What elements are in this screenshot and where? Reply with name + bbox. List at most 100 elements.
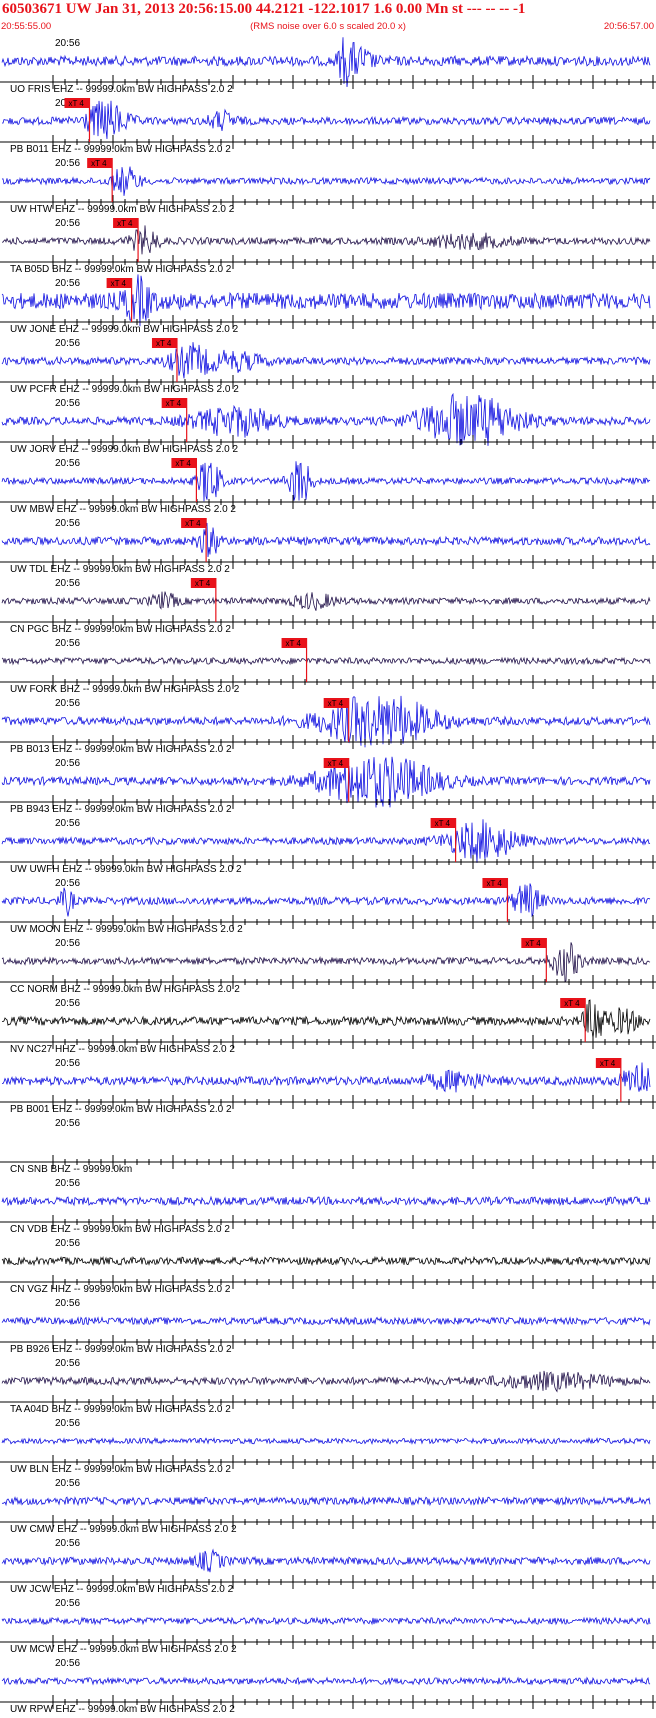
station-label: PB B926 EHZ -- 99999.0km BW HIGHPASS 2.0… [10,1344,232,1355]
pick-marker [87,158,113,168]
pick-label: xT 4 [328,759,344,768]
waveform [1,1676,651,1686]
trace-row: 20:56 CN VDB EHZ -- 99999.0km BW HIGHPASS… [0,1178,656,1235]
trace-row: 20:56 PB B943 EHZ -- 99999.0km BW HIGHPAS… [0,756,656,815]
trace-row: 20:56 UW JONE EHZ -- 99999.0km BW HIGHPAS… [0,274,656,335]
waveform [1,1616,651,1626]
pick-label: xT 4 [195,579,211,588]
seismogram-panel: 20:56 UO FRIS EHZ -- 99999.0km BW HIGHPAS… [0,37,656,1715]
time-label: 20:56 [55,1238,80,1249]
pick-marker [595,1058,621,1068]
waveform [1,1495,651,1507]
time-label: 20:56 [55,278,80,289]
trace-row: 20:56 CN SNB BHZ -- 99999.0km [0,1118,656,1175]
station-label: CN VDB EHZ -- 99999.0km BW HIGHPASS 2.0 … [10,1224,230,1235]
waveform [1,656,651,666]
pick-marker [560,998,586,1008]
waveform [1,1548,651,1573]
time-label: 20:56 [55,1598,80,1609]
waveform [1,1195,651,1207]
pick-label: xT 4 [564,999,580,1008]
trace-row: 20:56 UW TDL EHZ -- 99999.0km BW HIGHPASS… [0,518,656,575]
plot-header: 60503671 UW Jan 31, 2013 20:56:15.00 44.… [0,0,656,34]
time-label: 20:56 [55,1298,80,1309]
station-label: UO FRIS EHZ -- 99999.0km BW HIGHPASS 2.0… [10,84,233,95]
pick-label: xT 4 [435,819,451,828]
trace-row: 20:56 CN VGZ HHZ -- 99999.0km BW HIGHPASS… [0,1238,656,1295]
station-label: UW JORV EHZ -- 99999.0km BW HIGHPASS 2.0… [10,444,238,455]
station-label: UW MOON EHZ -- 99999.0km BW HIGHPASS 2.0… [10,924,243,935]
end-time: 20:56:57.00 [603,21,654,32]
station-label: CN PGC BHZ -- 99999.0km BW HIGHPASS 2.0 … [10,624,231,635]
station-label: UW TDL EHZ -- 99999.0km BW HIGHPASS 2.0 … [10,564,230,575]
trace-row: 20:56 UW UWFH EHZ -- 99999.0km BW HIGHPAS… [0,818,656,875]
waveform [1,522,651,558]
pick-label: xT 4 [166,399,182,408]
station-label: PB B013 EHZ -- 99999.0km BW HIGHPASS 2.0… [10,744,232,755]
waveform [1,100,651,139]
station-label: UW JCW EHZ -- 99999.0km BW HIGHPASS 2.0 … [10,1584,234,1595]
station-label: TA A04D BHZ -- 99999.0km BW HIGHPASS 2.0… [10,1404,231,1415]
pick-label: xT 4 [68,99,84,108]
time-label: 20:56 [55,998,80,1009]
pick-marker [106,278,132,288]
pick-marker [521,938,547,948]
time-label: 20:56 [55,698,80,709]
trace-row: 20:56 UW PCFR EHZ -- 99999.0km BW HIGHPAS… [0,338,656,395]
trace-row: 20:56 UW FORK BHZ -- 99999.0km BW HIGHPAS… [0,638,656,695]
time-label: 20:56 [55,1058,80,1069]
time-label: 20:56 [55,578,80,589]
trace-row: 20:56 UW MBW EHZ -- 99999.0km BW HIGHPASS… [0,458,656,515]
station-label: UW MCW EHZ -- 99999.0km BW HIGHPASS 2.0 … [10,1644,237,1655]
pick-label: xT 4 [175,459,191,468]
pick-label: xT 4 [111,279,127,288]
waveform [1,756,651,808]
pick-label: xT 4 [328,699,344,708]
time-label: 20:56 [55,1658,80,1669]
waveform [1,342,651,379]
station-label: PB B943 EHZ -- 99999.0km BW HIGHPASS 2.0… [10,804,232,815]
station-label: UW JONE EHZ -- 99999.0km BW HIGHPASS 2.0… [10,324,239,335]
pick-marker [161,398,187,408]
pick-marker [64,98,90,108]
trace-row: 20:56 UW HTW EHZ -- 99999.0km BW HIGHPASS… [0,158,656,215]
time-label: 20:56 [55,338,80,349]
pick-label: xT 4 [117,219,133,228]
pick-label: xT 4 [185,519,201,528]
pick-marker [323,698,349,708]
station-label: UW MBW EHZ -- 99999.0km BW HIGHPASS 2.0 … [10,504,236,515]
time-label: 20:56 [55,38,80,49]
time-label: 20:56 [55,758,80,769]
station-label: PB B011 EHZ -- 99999.0km BW HIGHPASS 2.0… [10,144,231,155]
pick-marker [430,818,456,828]
trace-row: 20:56 PB B013 EHZ -- 99999.0km BW HIGHPAS… [0,695,656,755]
time-label: 20:56 [55,1178,80,1189]
station-label: UW RPW EHZ -- 99999.0km BW HIGHPASS 2.0 … [10,1704,235,1715]
time-label: 20:56 [55,1358,80,1369]
pick-marker [323,758,349,768]
waveform [1,1370,651,1393]
trace-row: 20:56 UW MOON EHZ -- 99999.0km BW HIGHPAS… [0,878,656,935]
waveform [1,942,651,983]
waveform [1,37,651,88]
time-label: 20:56 [55,818,80,829]
waveform [1,1255,651,1267]
start-time: 20:55:55.00 [1,21,52,32]
station-label: UW BLN EHZ -- 99999.0km BW HIGHPASS 2.0 … [10,1464,231,1475]
time-label: 20:56 [55,638,80,649]
station-label: PB B001 EHZ -- 99999.0km BW HIGHPASS 2.0… [10,1104,232,1115]
time-label: 20:56 [55,1538,80,1549]
station-label: UW PCFR EHZ -- 99999.0km BW HIGHPASS 2.0… [10,384,239,395]
waveform [1,1062,651,1093]
time-label: 20:56 [55,938,80,949]
waveform [1,1316,651,1326]
trace-row: 20:56 UW MCW EHZ -- 99999.0km BW HIGHPASS… [0,1598,656,1655]
trace-row: 20:56 PB B001 EHZ -- 99999.0km BW HIGHPAS… [0,1058,656,1115]
time-label: 20:56 [55,398,80,409]
pick-marker [190,578,216,588]
station-label: UW FORK BHZ -- 99999.0km BW HIGHPASS 2.0… [10,684,240,695]
trace-row: 20:56 PB B926 EHZ -- 99999.0km BW HIGHPAS… [0,1298,656,1355]
waveform [1,591,651,611]
waveform [1,392,651,446]
